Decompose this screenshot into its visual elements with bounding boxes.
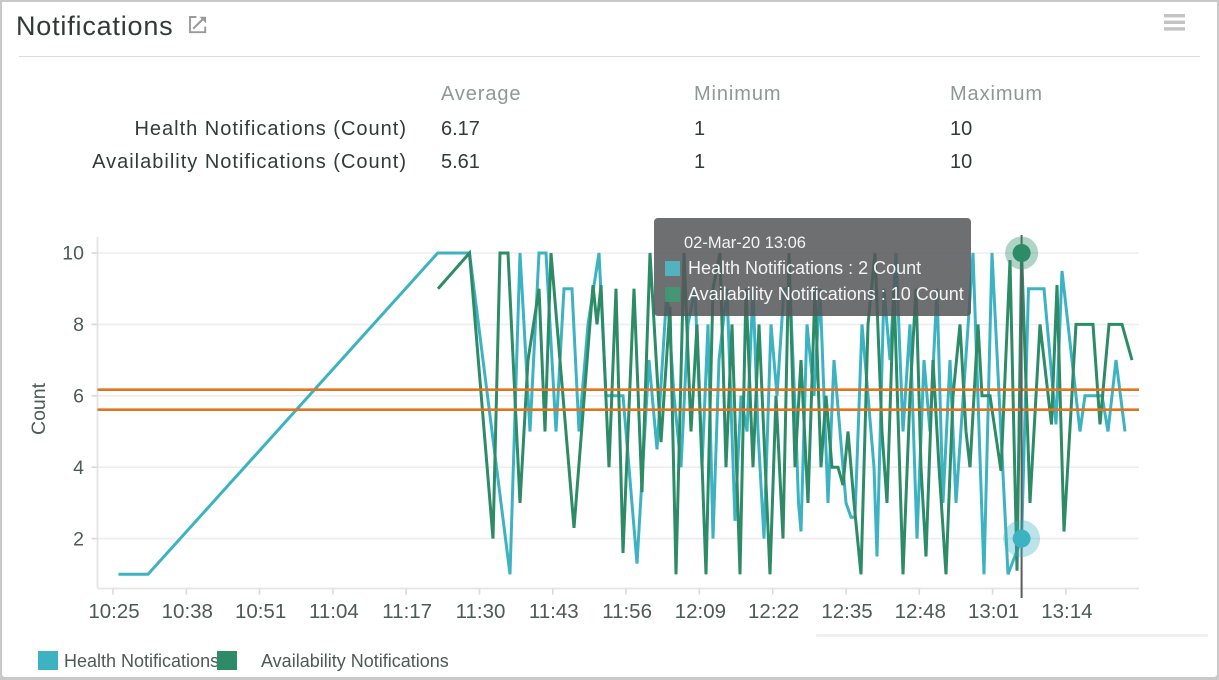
- svg-text:11:17: 11:17: [382, 600, 432, 623]
- svg-text:8: 8: [73, 314, 84, 336]
- svg-text:13:01: 13:01: [968, 600, 1019, 623]
- svg-text:11:56: 11:56: [602, 600, 652, 623]
- svg-text:12:09: 12:09: [675, 600, 726, 623]
- svg-text:10:25: 10:25: [88, 600, 139, 623]
- svg-text:10:38: 10:38: [162, 600, 213, 623]
- svg-text:10:51: 10:51: [235, 600, 286, 623]
- svg-text:2: 2: [73, 528, 84, 550]
- svg-text:13:14: 13:14: [1041, 600, 1092, 623]
- svg-text:12:22: 12:22: [748, 600, 799, 623]
- svg-text:12:35: 12:35: [821, 600, 872, 623]
- svg-text:11:43: 11:43: [529, 600, 579, 623]
- svg-text:11:30: 11:30: [456, 600, 506, 623]
- svg-text:12:48: 12:48: [895, 600, 946, 623]
- svg-text:10: 10: [62, 243, 84, 265]
- svg-text:6: 6: [73, 386, 84, 408]
- svg-text:11:04: 11:04: [309, 600, 359, 623]
- svg-text:4: 4: [73, 457, 84, 479]
- svg-text:Count: Count: [28, 382, 50, 435]
